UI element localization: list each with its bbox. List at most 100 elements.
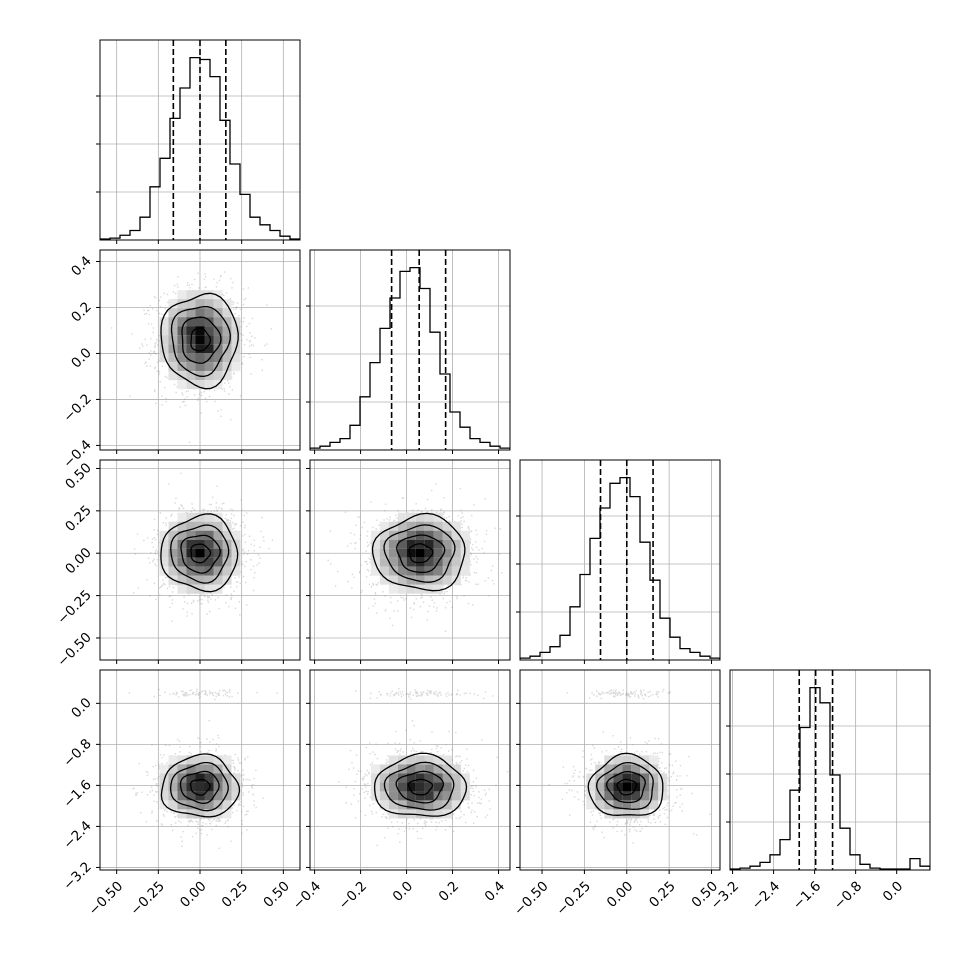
density-cell [451,791,461,801]
density-cell [168,326,178,336]
density-cell [388,800,398,810]
tick-label-x: 0.0 [880,878,907,905]
density-cell [613,773,623,783]
contour-line [160,513,239,593]
density-cell [406,557,416,567]
density-cell [397,782,407,792]
panel-content [100,250,300,450]
density-cell [415,773,425,783]
tick-label-x: 0.0 [390,878,417,905]
density-cell [451,800,461,810]
density-cell [379,773,389,783]
density-cell [177,512,187,522]
density-cell [204,782,214,792]
density-cell [177,575,187,585]
density-cell [631,809,641,819]
density-cell [204,371,214,381]
density-cell [159,539,169,549]
density-cell [222,773,232,783]
panel-frame [309,249,511,451]
density-cell [168,755,178,765]
contour-line [616,778,638,796]
density-cell [442,539,452,549]
density-cell [231,773,241,783]
density-cell [640,809,650,819]
density-cell [631,755,641,765]
density-cell [649,773,659,783]
density-cell [658,773,668,783]
density-cell [397,512,407,522]
density-cell [168,353,178,363]
density-cell [622,755,632,765]
density-cell [177,344,187,354]
density-cell [370,773,380,783]
density-cell [195,809,205,819]
density-cell [204,548,214,558]
contour-line [170,305,231,378]
density-cell [204,755,214,765]
density-cell [186,353,196,363]
density-cell [222,548,232,558]
density-cell [186,326,196,336]
density-cell [186,800,196,810]
density-cell [388,566,398,576]
tick-label-y: 0.4 [68,253,95,280]
tick-label-x: −0.2 [336,878,370,912]
density-cell [195,566,205,576]
density-cell [213,557,223,567]
panel-content [520,670,720,870]
density-cell [622,809,632,819]
density-cell [222,809,232,819]
density-cell [195,800,205,810]
density-cell [613,764,623,774]
density-cell [231,335,241,345]
density-cell [159,557,169,567]
density-cell [451,764,461,774]
density-cell [204,308,214,318]
density-cell [424,791,434,801]
density-cell [622,773,632,783]
density-cell [406,548,416,558]
density-cell [222,371,232,381]
density-cell [406,575,416,585]
density-cell [433,530,443,540]
density-cell [397,764,407,774]
density-cell [204,539,214,549]
density-cell [168,344,178,354]
panel-content [310,670,510,870]
density-cell [186,512,196,522]
density-cell [204,809,214,819]
density-cell [177,521,187,531]
tick-label-x: −0.8 [831,878,865,912]
density-cell [406,800,416,810]
density-cell [631,800,641,810]
panel-content [520,460,720,660]
density-cell [388,557,398,567]
panel-frame [309,669,511,871]
density-cell [222,800,232,810]
density-cell [195,299,205,309]
tick-label-x: −1.6 [790,878,824,912]
tick-label-y: 0.0 [68,695,95,722]
density-cell [213,800,223,810]
density-cell [442,791,452,801]
panel-content [310,250,510,450]
density-cell [186,530,196,540]
density-cell [168,800,178,810]
density-cell [168,521,178,531]
density-cell [595,800,605,810]
density-cell [186,362,196,372]
contour-line [587,752,664,816]
density-cell [186,521,196,531]
density-cell [177,764,187,774]
histogram-panel-0 [96,39,301,244]
density-cell [213,764,223,774]
density-cell [177,755,187,765]
density-cell [649,782,659,792]
histogram-step [310,266,510,450]
density-cell [388,782,398,792]
density-cell [631,764,641,774]
contour-line [160,753,241,818]
density-cell [186,380,196,390]
density-cell [604,782,614,792]
